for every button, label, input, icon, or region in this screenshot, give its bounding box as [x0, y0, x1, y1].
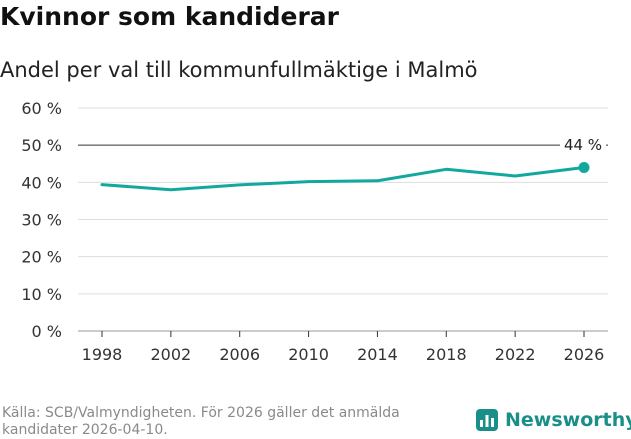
- series-line: [100, 166, 586, 192]
- y-tick-label: 10 %: [21, 285, 62, 304]
- end-point-marker: [578, 161, 590, 173]
- x-tick-label: 2006: [219, 345, 260, 364]
- brand-name: Newsworthy: [505, 409, 631, 431]
- line-chart: 0 % 10 % 20 % 30 % 40 % 50 % 60 % 1998 2002 2006 2…: [21, 99, 608, 364]
- chart-title: Kvinnor som kandiderar: [0, 2, 339, 31]
- source-line-2: kandidater 2026-04-10.: [2, 422, 168, 438]
- chart-subtitle: Andel per val till kommunfullmäktige i M…: [0, 58, 478, 82]
- y-tick-label: 30 %: [21, 211, 62, 230]
- newsworthy-logo: Newsworthy: [475, 408, 631, 432]
- source-line-1: Källa: SCB/Valmyndigheten. För 2026 gäll…: [2, 405, 400, 421]
- y-tick-label: 0 %: [32, 322, 62, 341]
- y-tick-label: 50 %: [21, 136, 62, 155]
- x-tick-label: 2026: [564, 345, 605, 364]
- end-label-background: [560, 135, 606, 156]
- end-value-label: 44 %: [564, 136, 602, 154]
- bar-chart-icon: [476, 409, 498, 431]
- x-tick-label: 2022: [495, 345, 536, 364]
- x-tick-label: 2010: [288, 345, 329, 364]
- source-note: Källa: SCB/Valmyndigheten. För 2026 gäll…: [2, 405, 472, 439]
- x-tick-label: 2018: [426, 345, 467, 364]
- y-tick-label: 20 %: [21, 248, 62, 267]
- x-tick-label: 1998: [82, 345, 123, 364]
- y-tick-label: 40 %: [21, 173, 62, 192]
- y-tick-label: 60 %: [21, 99, 62, 118]
- x-tick-label: 2002: [150, 345, 191, 364]
- x-tick-label: 2014: [357, 345, 398, 364]
